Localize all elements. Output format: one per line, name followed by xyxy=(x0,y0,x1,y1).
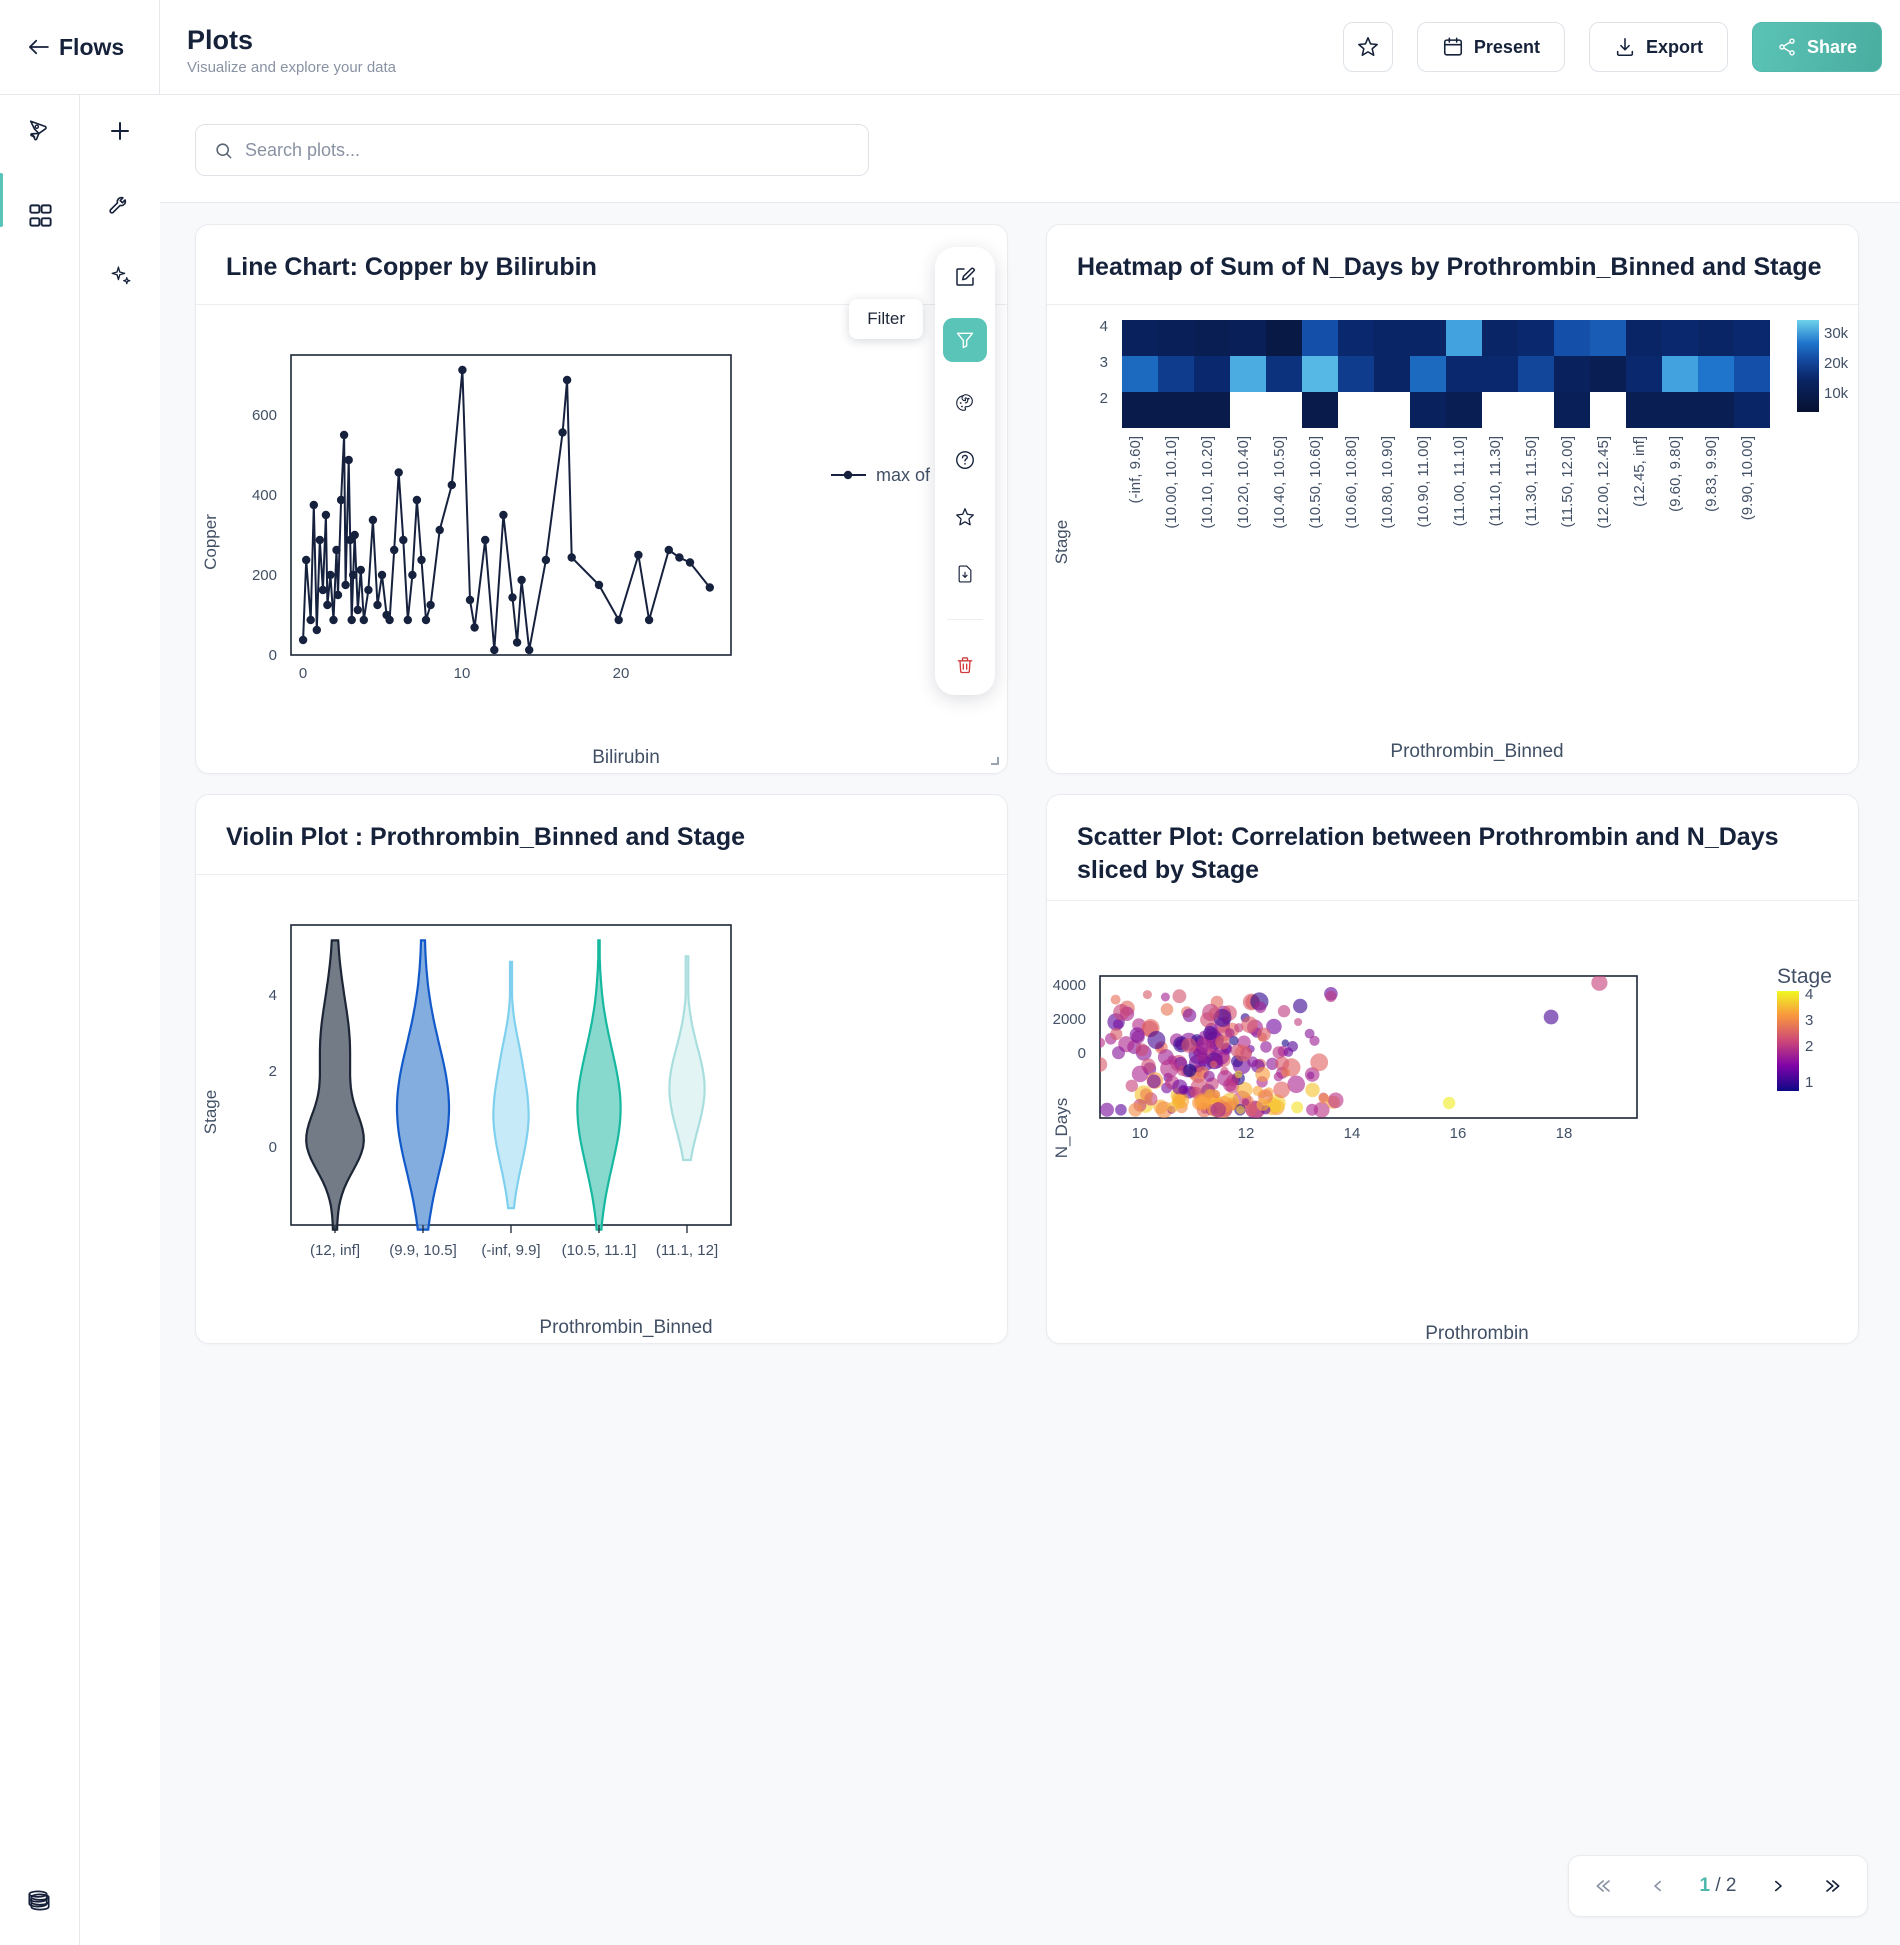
svg-text:(11.50, 12.00]: (11.50, 12.00] xyxy=(1559,436,1576,527)
svg-text:4000: 4000 xyxy=(1053,977,1086,994)
svg-text:12: 12 xyxy=(1238,1125,1255,1142)
svg-text:(10.50, 10.60]: (10.50, 10.60] xyxy=(1307,436,1324,529)
svg-text:10: 10 xyxy=(454,665,471,682)
svg-text:Stage: Stage xyxy=(1052,519,1071,563)
svg-text:1: 1 xyxy=(1805,1074,1813,1091)
svg-text:600: 600 xyxy=(252,407,277,424)
svg-text:18: 18 xyxy=(1556,1125,1573,1142)
svg-text:(11.1, 12]: (11.1, 12] xyxy=(656,1242,718,1259)
svg-text:4: 4 xyxy=(1100,318,1108,335)
svg-text:2: 2 xyxy=(269,1063,277,1080)
svg-text:14: 14 xyxy=(1344,1125,1361,1142)
svg-text:(9.90, 10.00]: (9.90, 10.00] xyxy=(1739,436,1756,520)
svg-text:0: 0 xyxy=(299,665,307,682)
svg-text:(10.40, 10.50]: (10.40, 10.50] xyxy=(1271,436,1288,529)
svg-text:N_Days: N_Days xyxy=(1052,1098,1071,1158)
svg-text:3: 3 xyxy=(1805,1012,1813,1029)
svg-text:20k: 20k xyxy=(1824,355,1849,372)
svg-text:30k: 30k xyxy=(1824,325,1849,342)
svg-text:Prothrombin_Binned: Prothrombin_Binned xyxy=(1390,741,1563,762)
svg-text:(11.30, 11.50]: (11.30, 11.50] xyxy=(1523,436,1540,526)
svg-text:Copper: Copper xyxy=(201,513,220,569)
svg-text:(11.10, 11.30]: (11.10, 11.30] xyxy=(1487,436,1504,526)
svg-text:(-inf, 9.9]: (-inf, 9.9] xyxy=(481,1242,540,1259)
svg-text:(11.00, 11.10]: (11.00, 11.10] xyxy=(1451,436,1468,526)
svg-text:(12.45, inf]: (12.45, inf] xyxy=(1631,436,1648,507)
svg-text:2: 2 xyxy=(1805,1038,1813,1055)
svg-text:(10.90, 11.00]: (10.90, 11.00] xyxy=(1415,436,1432,527)
svg-text:(10.80, 10.90]: (10.80, 10.90] xyxy=(1379,436,1396,529)
svg-text:200: 200 xyxy=(252,567,277,584)
svg-text:(12.00, 12.45]: (12.00, 12.45] xyxy=(1595,436,1612,529)
svg-text:(10.10, 10.20]: (10.10, 10.20] xyxy=(1199,436,1216,529)
svg-text:0: 0 xyxy=(269,647,277,664)
svg-text:3: 3 xyxy=(1100,354,1108,371)
svg-text:4: 4 xyxy=(269,987,277,1004)
svg-text:(12, inf]: (12, inf] xyxy=(310,1242,360,1259)
svg-text:(10.5, 11.1]: (10.5, 11.1] xyxy=(562,1242,637,1259)
svg-text:10k: 10k xyxy=(1824,385,1849,402)
svg-text:2: 2 xyxy=(1100,390,1108,407)
svg-text:Prothrombin_Binned: Prothrombin_Binned xyxy=(539,1317,712,1338)
svg-text:10: 10 xyxy=(1132,1125,1149,1142)
svg-text:Stage: Stage xyxy=(201,1089,220,1133)
svg-text:4: 4 xyxy=(1805,986,1813,1003)
svg-text:Prothrombin: Prothrombin xyxy=(1425,1323,1529,1344)
svg-text:(9.60, 9.80]: (9.60, 9.80] xyxy=(1667,436,1684,512)
svg-text:(9.9, 10.5]: (9.9, 10.5] xyxy=(389,1242,457,1259)
svg-text:Stage: Stage xyxy=(1777,965,1832,988)
svg-text:(9.83, 9.90]: (9.83, 9.90] xyxy=(1703,436,1720,512)
svg-text:(10.60, 10.80]: (10.60, 10.80] xyxy=(1343,436,1360,529)
svg-text:0: 0 xyxy=(269,1139,277,1156)
svg-text:0: 0 xyxy=(1078,1045,1086,1062)
svg-text:16: 16 xyxy=(1450,1125,1467,1142)
svg-text:(10.20, 10.40]: (10.20, 10.40] xyxy=(1235,436,1252,529)
svg-text:20: 20 xyxy=(613,665,630,682)
svg-text:2000: 2000 xyxy=(1053,1011,1086,1028)
svg-text:(-inf, 9.60]: (-inf, 9.60] xyxy=(1127,436,1144,504)
svg-text:Bilirubin: Bilirubin xyxy=(592,747,660,768)
svg-text:400: 400 xyxy=(252,487,277,504)
svg-text:(10.00, 10.10]: (10.00, 10.10] xyxy=(1163,436,1180,529)
